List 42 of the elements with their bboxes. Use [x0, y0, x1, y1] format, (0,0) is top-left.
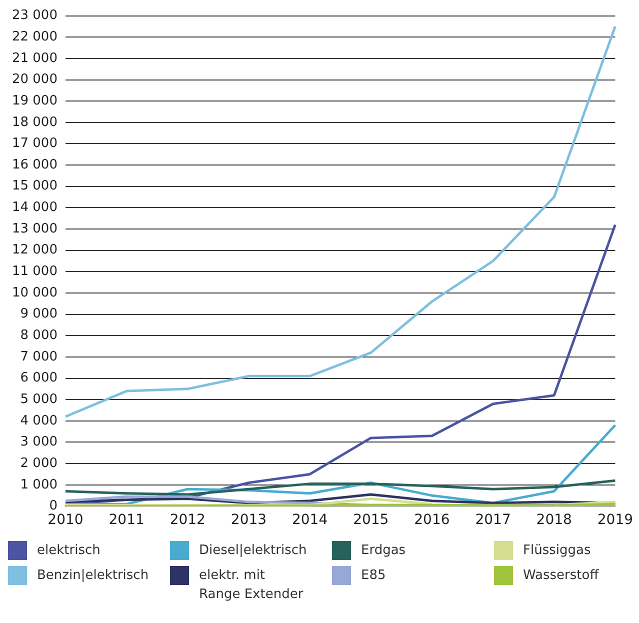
y-tick-label: 10 000	[12, 285, 58, 300]
y-tick-label: 3 000	[20, 434, 58, 450]
y-tick-label: 16 000	[12, 157, 58, 172]
y-tick-label: 20 000	[12, 72, 58, 88]
y-tick-label: 22 000	[12, 29, 58, 44]
legend-label: E85	[361, 567, 386, 585]
x-tick-label: 2018	[536, 512, 572, 528]
x-tick-label: 2014	[292, 512, 328, 528]
y-tick-label: 2 000	[20, 456, 58, 471]
x-tick-label: 2010	[48, 512, 84, 528]
y-tick-label: 11 000	[12, 264, 58, 280]
x-tick-label: 2012	[170, 512, 206, 528]
x-tick-label: 2019	[597, 512, 634, 528]
x-tick-label: 2013	[230, 512, 267, 528]
y-tick-label: 17 000	[12, 136, 58, 152]
y-tick-label: 19 000	[12, 93, 58, 108]
y-tick-label: 9 000	[20, 306, 58, 322]
y-tick-label: 8 000	[20, 328, 58, 343]
legend-label: Benzin|elektrisch	[37, 567, 149, 585]
x-tick-label: 2015	[353, 512, 389, 528]
legend-label: elektr. mit Range Extender	[199, 567, 304, 604]
legend-label: Wasserstoff	[523, 567, 599, 585]
y-tick-label: 18 000	[12, 114, 58, 130]
y-tick-label: 1 000	[20, 477, 58, 492]
legend-label: Flüssiggas	[523, 542, 591, 560]
y-tick-label: 23 000	[12, 8, 58, 24]
y-tick-label: 21 000	[12, 50, 58, 66]
x-tick-label: 2017	[475, 512, 511, 528]
y-tick-label: 15 000	[12, 178, 58, 194]
y-tick-label: 6 000	[20, 370, 58, 386]
y-tick-label: 12 000	[12, 242, 58, 258]
x-tick-label: 2011	[108, 512, 144, 528]
legend-label: Diesel|elektrisch	[199, 542, 307, 560]
y-tick-label: 7 000	[20, 349, 58, 364]
y-tick-label: 4 000	[20, 413, 58, 428]
y-tick-label: 0	[49, 498, 58, 514]
y-tick-label: 13 000	[12, 221, 58, 236]
legend-label: elektrisch	[37, 542, 100, 560]
y-tick-label: 5 000	[20, 392, 58, 407]
y-tick-label: 14 000	[12, 200, 58, 216]
x-tick-label: 2016	[414, 512, 450, 528]
legend-label: Erdgas	[361, 542, 406, 560]
